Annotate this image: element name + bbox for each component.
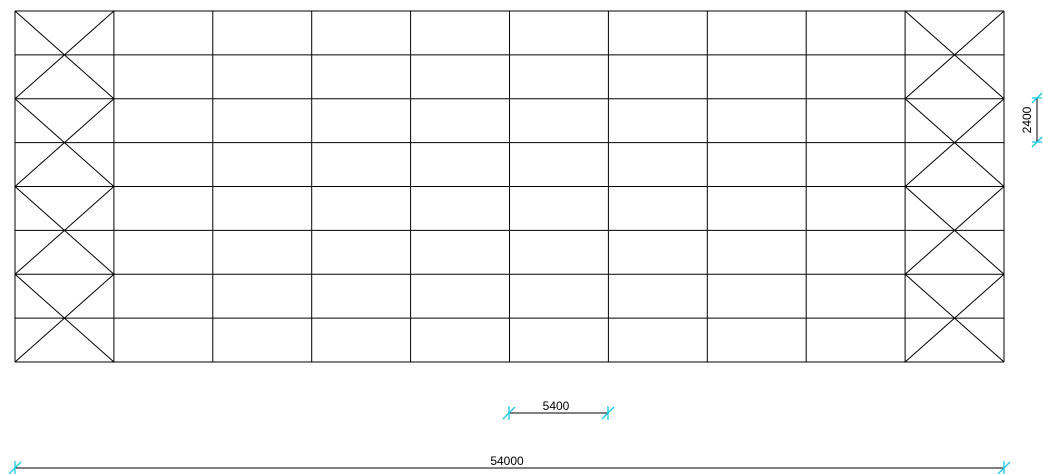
total-width-label: 54000 xyxy=(490,454,524,468)
brace-diagonal xyxy=(14,273,115,363)
total-width-tick-right xyxy=(997,461,1011,474)
row-height-tick-bottom xyxy=(1031,136,1043,148)
bay-width-tick-left xyxy=(502,406,516,420)
brace-diagonal xyxy=(904,186,1005,275)
row-height-label: 2400 xyxy=(1020,106,1034,133)
bay-width-tick-right xyxy=(601,406,615,420)
cross-bracing xyxy=(14,10,1005,363)
brace-diagonal xyxy=(904,98,1005,187)
total-width-dimension: 54000 xyxy=(8,454,1011,474)
total-width-tick-left xyxy=(8,461,22,474)
row-height-tick-top xyxy=(1031,92,1043,104)
framing-grid xyxy=(14,10,1005,363)
brace-diagonal xyxy=(14,186,115,275)
brace-diagonal xyxy=(14,10,115,100)
bay-width-label: 5400 xyxy=(543,399,570,413)
brace-diagonal xyxy=(904,10,1005,100)
brace-diagonal xyxy=(14,98,115,187)
brace-diagonal xyxy=(904,273,1005,363)
bay-width-dimension: 5400 xyxy=(502,399,615,420)
row-height-dimension: 2400 xyxy=(1020,92,1043,148)
